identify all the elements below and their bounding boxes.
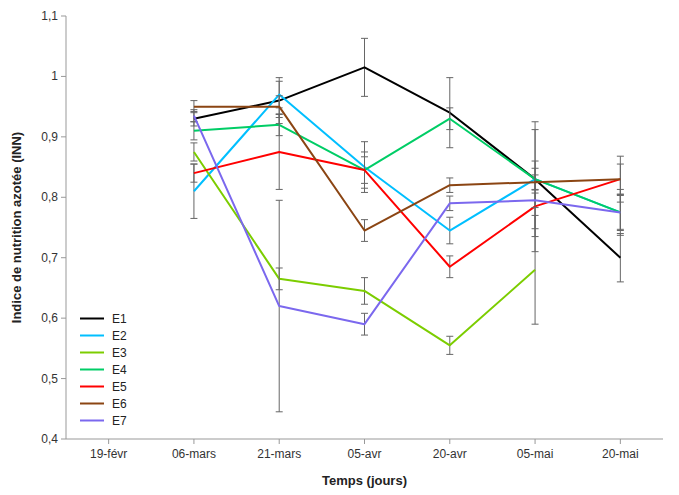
y-tick xyxy=(61,378,66,379)
x-tick xyxy=(279,439,280,444)
legend-swatch xyxy=(80,369,104,371)
series-line xyxy=(194,107,620,231)
x-tick-label: 05-avr xyxy=(347,447,381,461)
legend-box xyxy=(74,306,144,433)
y-tick-label: 0,6 xyxy=(41,311,58,325)
error-bar xyxy=(446,78,453,148)
series xyxy=(190,108,623,236)
legend-label: E6 xyxy=(112,397,127,411)
y-axis: 0,4 0,5 0,6 0,7 0,8 0,9 1 1,1 xyxy=(41,9,66,446)
chart: 0,4 0,5 0,6 0,7 0,8 0,9 1 1,1 19-févr 06-mars 21-m… xyxy=(0,0,679,495)
series xyxy=(190,110,623,412)
x-tick-label: 06-mars xyxy=(172,447,216,461)
series-line xyxy=(194,152,535,345)
legend: E1 E2 E3 E4 E5 E6 E7 xyxy=(74,306,144,433)
y-tick-label: 0,9 xyxy=(41,130,58,144)
y-axis-line xyxy=(66,16,67,439)
y-tick-label: 0,4 xyxy=(41,432,58,446)
y-tick xyxy=(61,76,66,77)
x-tick xyxy=(364,439,365,444)
x-tick xyxy=(535,439,536,444)
x-tick-label: 05-mai xyxy=(517,447,554,461)
x-axis-title: Temps (jours) xyxy=(322,473,407,488)
series-line xyxy=(194,152,620,267)
legend-swatch xyxy=(80,420,104,422)
error-bar xyxy=(361,142,368,193)
y-tick xyxy=(61,439,66,440)
y-tick xyxy=(61,136,66,137)
y-tick-label: 1,1 xyxy=(41,9,58,23)
series-line xyxy=(194,119,620,213)
x-tick xyxy=(620,439,621,444)
legend-label: E7 xyxy=(112,414,127,428)
x-tick-label: 21-mars xyxy=(257,447,301,461)
series-line xyxy=(194,95,620,231)
y-tick xyxy=(61,257,66,258)
y-axis-title: Indice de nutrition azotée (INN) xyxy=(9,132,24,323)
series-line xyxy=(194,116,620,324)
legend-swatch xyxy=(80,403,104,405)
legend-label: E2 xyxy=(112,329,127,343)
x-tick xyxy=(193,439,194,444)
x-axis: 19-févr 06-mars 21-mars 05-avr 20-avr 05-mai 2… xyxy=(66,439,663,461)
x-tick xyxy=(449,439,450,444)
x-tick-label: 20-mai xyxy=(602,447,639,461)
y-tick-label: 0,5 xyxy=(41,372,58,386)
legend-label: E5 xyxy=(112,380,127,394)
x-tick xyxy=(108,439,109,444)
legend-label: E4 xyxy=(112,363,127,377)
y-tick-label: 1 xyxy=(51,69,58,83)
legend-swatch xyxy=(80,352,104,354)
legend-swatch xyxy=(80,386,104,388)
legend-label: E3 xyxy=(112,346,127,360)
x-tick-label: 19-févr xyxy=(90,447,127,461)
legend-swatch xyxy=(80,318,104,320)
y-tick xyxy=(61,16,66,17)
y-tick xyxy=(61,197,66,198)
plot-area xyxy=(190,38,623,411)
y-tick-label: 0,7 xyxy=(41,251,58,265)
legend-swatch xyxy=(80,335,104,337)
y-tick-label: 0,8 xyxy=(41,190,58,204)
series-line xyxy=(194,67,620,257)
series xyxy=(190,38,623,282)
legend-label: E1 xyxy=(112,312,127,326)
x-tick-label: 20-avr xyxy=(433,447,467,461)
y-tick xyxy=(61,318,66,319)
series xyxy=(190,96,623,242)
